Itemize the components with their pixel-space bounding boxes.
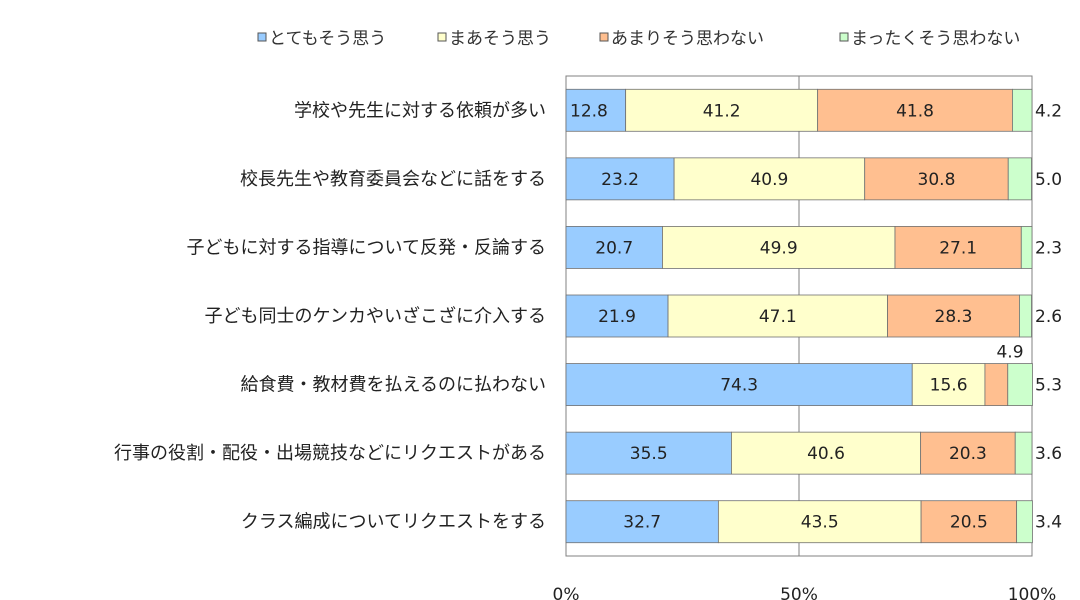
bar-segment xyxy=(1007,363,1033,406)
value-label: 28.3 xyxy=(935,307,973,327)
bar-segment xyxy=(565,157,675,201)
bar-segment xyxy=(565,294,669,338)
bar-segment xyxy=(667,294,888,338)
value-label: 3.6 xyxy=(1035,444,1062,464)
legend-label: とてもそう思う xyxy=(269,29,386,49)
legend: とてもそう思う まあそう思う あまりそう思わない まったくそう思わない xyxy=(257,29,1020,49)
bar-segment xyxy=(565,500,719,544)
bars xyxy=(565,88,1033,544)
value-label: 41.8 xyxy=(896,101,934,121)
category-label: 子どもに対する指導について反発・反論する xyxy=(187,237,546,258)
value-label: 15.6 xyxy=(930,376,968,396)
bar-segment xyxy=(911,363,986,406)
value-label: 40.6 xyxy=(807,444,845,464)
value-label: 40.9 xyxy=(750,170,788,190)
category-label: 学校や先生に対する依頼が多い xyxy=(294,100,546,121)
value-label: 3.4 xyxy=(1035,513,1062,533)
legend-swatch xyxy=(257,32,267,42)
bar-segment xyxy=(1016,500,1033,544)
legend-swatch xyxy=(437,32,447,42)
value-label: 21.9 xyxy=(598,307,636,327)
value-label: 5.3 xyxy=(1035,376,1062,396)
legend-label: まあそう思う xyxy=(449,29,551,49)
category-label: 校長先生や教育委員会などに話をする xyxy=(240,169,546,190)
legend-label: あまりそう思わない xyxy=(611,29,764,49)
legend-swatch xyxy=(599,32,609,42)
value-label: 32.7 xyxy=(623,513,661,533)
bar-segment xyxy=(565,88,627,132)
bar-segment xyxy=(920,431,1016,475)
value-label: 35.5 xyxy=(630,444,668,464)
value-label: 5.0 xyxy=(1035,170,1062,190)
bar-segment xyxy=(1019,294,1032,338)
x-tick-label: 50% xyxy=(780,585,818,600)
value-label: 20.3 xyxy=(949,444,987,464)
value-label: 4.2 xyxy=(1035,101,1062,121)
x-tick-labels: 0% 50% 100% xyxy=(553,585,1057,600)
bar-segment xyxy=(673,157,866,201)
value-label: 74.3 xyxy=(720,376,758,396)
legend-label: まったくそう思わない xyxy=(851,29,1020,49)
value-label: 2.3 xyxy=(1035,238,1062,258)
value-labels: 12.8 41.2 41.8 4.2 23.2 40.9 30.8 5.0 20.7 49.9 27… xyxy=(570,101,1062,532)
category-label: 子ども同士のケンカやいざこざに介入する xyxy=(205,305,546,327)
category-label: 行事の役割・配役・出場競技などにリクエストがある xyxy=(114,443,546,464)
value-label: 41.2 xyxy=(703,101,741,121)
bar-segment xyxy=(1007,157,1032,201)
legend-swatch xyxy=(839,32,849,42)
legend-item: まあそう思う xyxy=(437,29,551,49)
value-label: 47.1 xyxy=(759,307,797,327)
bar-segment xyxy=(984,363,1009,406)
value-label: 27.1 xyxy=(939,238,977,258)
value-label: 43.5 xyxy=(801,513,839,533)
value-label: 20.5 xyxy=(950,513,988,533)
value-label: 23.2 xyxy=(601,170,639,190)
bar-segment xyxy=(1020,226,1033,269)
value-label: 30.8 xyxy=(918,170,956,190)
legend-item: あまりそう思わない xyxy=(599,29,764,49)
bar-segment xyxy=(1014,431,1033,475)
value-label: 20.7 xyxy=(595,238,633,258)
bar-segment xyxy=(565,363,913,406)
bar-segment xyxy=(662,226,896,269)
category-label: 給食費・教材費を払えるのに払わない xyxy=(241,375,546,396)
value-label: 4.9 xyxy=(996,343,1023,363)
bar-segment xyxy=(625,88,819,132)
legend-item: まったくそう思わない xyxy=(839,29,1020,49)
value-label: 2.6 xyxy=(1035,307,1062,327)
x-tick-label: 0% xyxy=(553,585,580,600)
x-tick-label: 100% xyxy=(1008,585,1057,600)
value-label: 49.9 xyxy=(760,238,798,258)
category-labels: 学校や先生に対する依頼が多い校長先生や教育委員会などに話をする子どもに対する指導… xyxy=(114,100,546,532)
value-label: 12.8 xyxy=(570,101,608,121)
bar-segment xyxy=(920,500,1018,544)
category-label: クラス編成についてリクエストをする xyxy=(241,512,546,533)
bar-segment xyxy=(1012,88,1033,132)
bar-segment xyxy=(717,500,922,544)
legend-item: とてもそう思う xyxy=(257,29,386,49)
